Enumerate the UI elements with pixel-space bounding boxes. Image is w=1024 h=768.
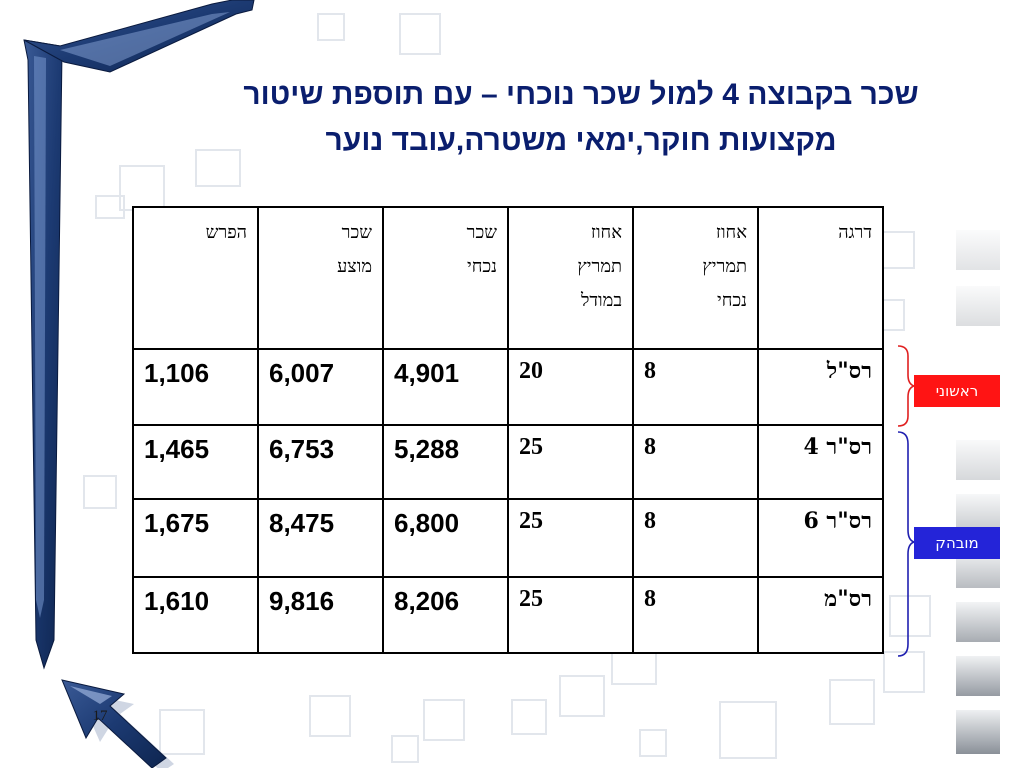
cell-model-incentive: 25 [507,498,634,578]
title-line-1: שכר בקבוצה 4 למול שכר נוכחי – עם תוספת ש… [243,78,919,111]
cell-difference: 1,106 [132,348,259,426]
cell-current-incentive: 8 [632,576,759,654]
table-row: רס"ל 8 20 4,901 6,007 1,106 [132,348,884,426]
senior-group-brace-icon [897,431,917,657]
header-current-incentive-percent: אחוז תמריץ נכחי [632,206,759,350]
cell-difference: 1,610 [132,576,259,654]
header-rank: דרגה [757,206,884,350]
header-proposed-salary: שכר מוצע [257,206,384,350]
cell-current-salary: 5,288 [382,424,509,500]
first-group-brace-icon [897,345,917,427]
cell-current-salary: 6,800 [382,498,509,578]
cell-rank: רס"מ [757,576,884,654]
cell-difference: 1,675 [132,498,259,578]
cell-model-incentive: 20 [507,348,634,426]
cell-proposed-salary: 9,816 [257,576,384,654]
navy-v-frame [23,0,255,670]
table-row: רס"ר 6 8 25 6,800 8,475 1,675 [132,498,884,578]
cell-current-salary: 4,901 [382,348,509,426]
first-group-tag: ראשוני [914,375,1000,407]
cell-current-incentive: 8 [632,498,759,578]
table-header-row: דרגה אחוז תמריץ נכחי אחוז תמריץ במודל שכ… [132,206,884,350]
table-row: רס"ר 4 8 25 5,288 6,753 1,465 [132,424,884,500]
slide-title: שכר בקבוצה 4 למול שכר נוכחי – עם תוספת ש… [150,72,1012,164]
title-line-2: מקצועות חוקר,ימאי משטרה,עובד נוער [325,124,837,157]
cell-model-incentive: 25 [507,424,634,500]
cell-proposed-salary: 6,753 [257,424,384,500]
cell-proposed-salary: 8,475 [257,498,384,578]
cell-rank: רס"ר 6 [757,498,884,578]
header-difference: הפרש [132,206,259,350]
arrow-cursor-decoration [61,679,174,768]
cell-current-incentive: 8 [632,424,759,500]
cell-current-incentive: 8 [632,348,759,426]
cell-difference: 1,465 [132,424,259,500]
senior-group-tag: מובהק [914,527,1000,559]
cell-model-incentive: 25 [507,576,634,654]
cell-rank: רס"ר 4 [757,424,884,500]
cell-rank: רס"ל [757,348,884,426]
table-row: רס"מ 8 25 8,206 9,816 1,610 [132,576,884,654]
gradient-square-column [956,230,1000,754]
header-model-incentive-percent: אחוז תמריץ במודל [507,206,634,350]
salary-table: דרגה אחוז תמריץ נכחי אחוז תמריץ במודל שכ… [132,206,884,654]
header-current-salary: שכר נכחי [382,206,509,350]
cell-current-salary: 8,206 [382,576,509,654]
slide-number: 17 [92,708,108,724]
cell-proposed-salary: 6,007 [257,348,384,426]
